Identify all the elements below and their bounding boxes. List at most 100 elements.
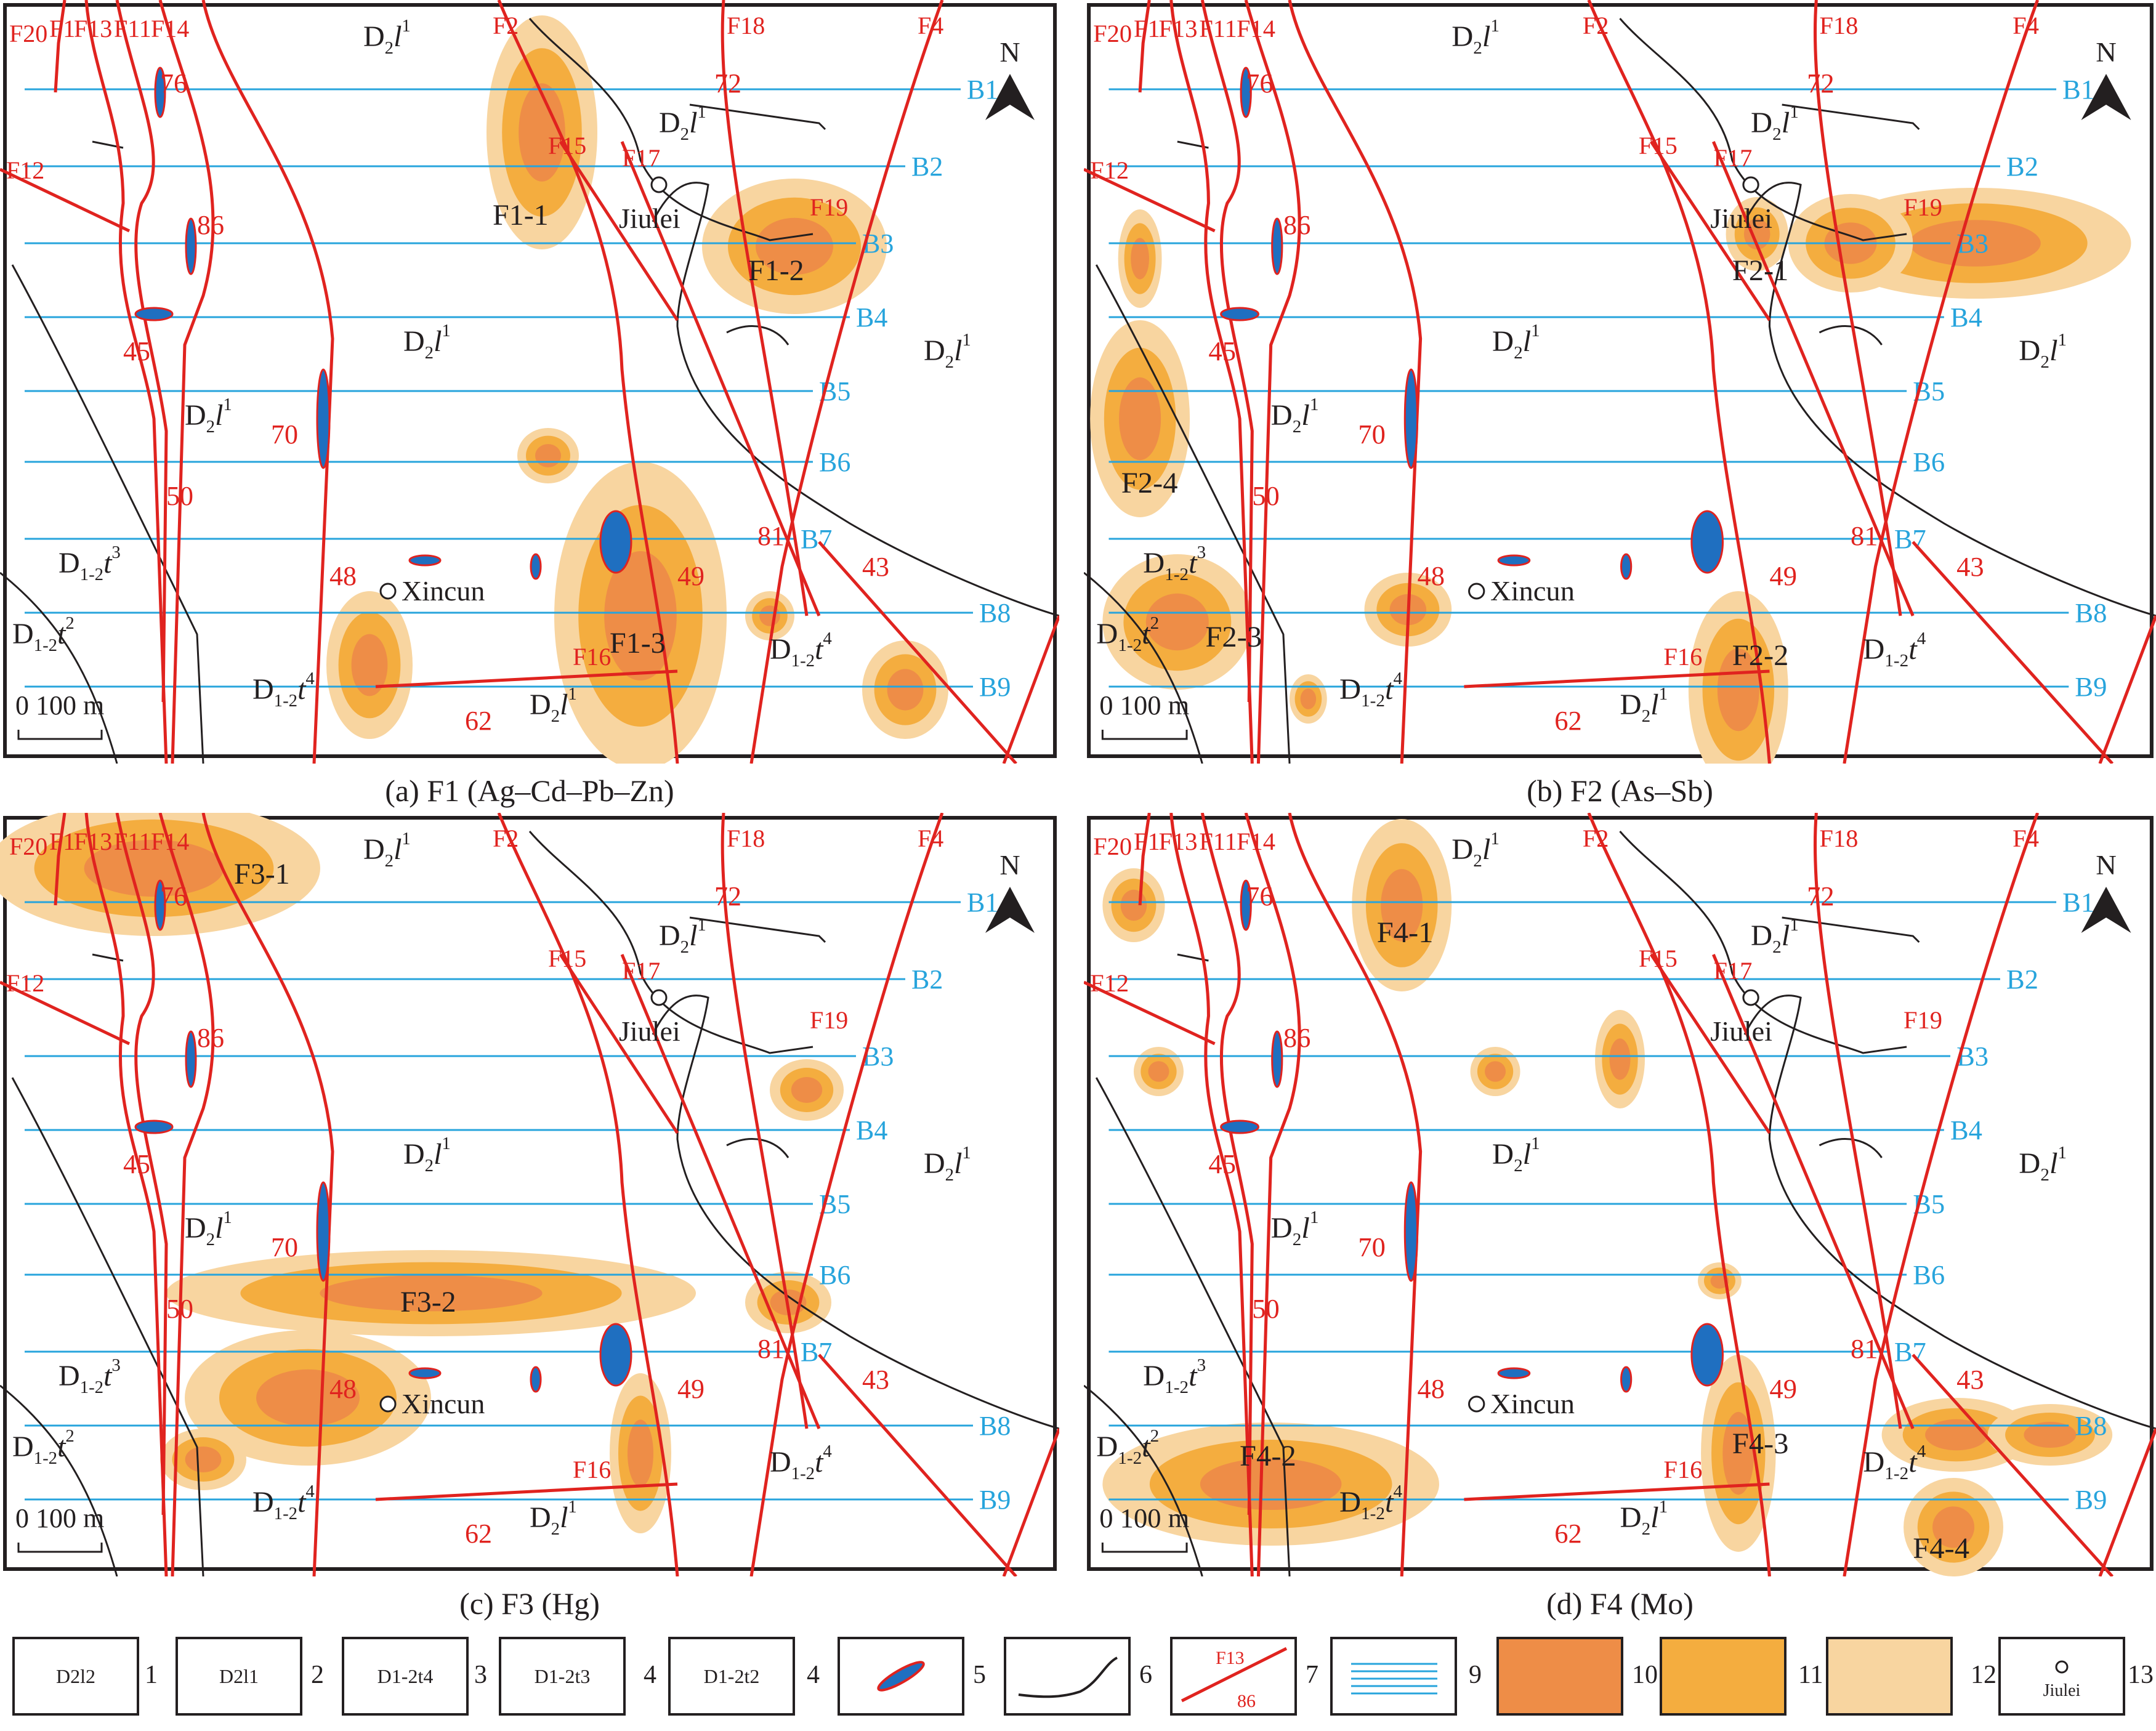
scale-bar-line	[17, 730, 103, 740]
fault-F15	[1649, 953, 1771, 1134]
svg-text:D2l1: D2l1	[659, 915, 706, 957]
boundary-icon	[1018, 1656, 1118, 1698]
unit-label-d12t2: D1-2t2	[1096, 1426, 1159, 1468]
fault-F16	[375, 669, 678, 688]
unit-label-d2l1: D2l1	[1751, 915, 1799, 957]
place-label-xincun: Xincun	[402, 1388, 485, 1419]
north-arrow-head	[2081, 887, 2131, 933]
svg-text:D2l1: D2l1	[1492, 321, 1540, 363]
orebody-icon	[1403, 1181, 1419, 1282]
anomaly-strong	[1932, 1506, 1975, 1548]
legend-number: 4	[807, 1661, 820, 1689]
svg-text:D2l1: D2l1	[2019, 1143, 2067, 1185]
orebody-icon	[185, 1030, 197, 1088]
anomaly-label: F3-2	[400, 1286, 456, 1318]
fault-F19	[1912, 541, 2114, 765]
fault-label-F4: F4	[2013, 12, 2039, 39]
scale-bar: 0 100 m	[15, 1503, 104, 1553]
dip-value: 45	[123, 1149, 150, 1179]
north-arrow-icon: N	[2081, 850, 2131, 933]
fault-F11	[158, 0, 215, 764]
dip-value: 81	[757, 1334, 785, 1364]
fault-label-F16: F16	[1663, 1456, 1702, 1483]
dip-value: 48	[1418, 561, 1445, 591]
dip-value: 43	[1956, 552, 1984, 582]
orebodies	[134, 67, 632, 580]
map-panel-a: B1 B2 B3 B4 B5 B6 B7 B8 B9 F20 F1 F13 F11 F14 F2 F18 F4 F…	[0, 0, 1061, 770]
anomaly-layer	[1102, 819, 2113, 1576]
scale-bar-label: 0 100 m	[15, 690, 104, 720]
fault-label-F19: F19	[1904, 193, 1942, 221]
fault-F18	[1813, 0, 1902, 616]
anomaly-strong	[887, 669, 924, 711]
fault-F4	[1843, 0, 2040, 764]
anomaly-strong	[604, 551, 677, 680]
svg-text:D1-2t2: D1-2t2	[12, 1426, 75, 1468]
dip-value: 45	[123, 336, 150, 366]
caption-b: (b) F2 (As–Sb)	[1527, 773, 1713, 808]
unit-label-d2l1: D2l1	[185, 1208, 232, 1249]
unit-label-d12t4: D1-2t4	[1339, 669, 1403, 711]
svg-text:D1-2t3: D1-2t3	[59, 543, 121, 584]
svg-text:D1-2t3: D1-2t3	[1143, 543, 1206, 584]
legend-number: 10	[1632, 1661, 1658, 1689]
scale-bar: 0 100 m	[1099, 1503, 1189, 1553]
fault-label-F19: F19	[810, 193, 848, 221]
orebody-icon	[530, 1366, 542, 1393]
orebody-icon	[1620, 1366, 1633, 1393]
dip-value: 45	[1208, 336, 1236, 366]
anomaly-strong	[1200, 1458, 1342, 1510]
geologic-boundary	[652, 995, 1060, 1430]
anomaly-strong	[185, 1447, 222, 1472]
unit-label-d12t2: D1-2t2	[12, 1426, 75, 1468]
orebody-icon	[1497, 1367, 1531, 1379]
dip-value: 72	[1807, 68, 1835, 99]
svg-text:D1-2t4: D1-2t4	[1339, 669, 1403, 711]
unit-label-d12t3: D1-2t3	[1143, 543, 1206, 584]
svg-text:D1-2t2: D1-2t2	[1096, 613, 1159, 655]
fault-F18	[721, 812, 809, 1429]
svg-text:D1-2t3: D1-2t3	[1143, 1355, 1206, 1397]
legend-number: 13	[2128, 1661, 2154, 1689]
dip-value: 62	[1554, 1519, 1582, 1549]
survey-line-label-B6: B6	[819, 1260, 850, 1290]
unit-label-d12t2: D1-2t2	[1096, 613, 1159, 655]
fault-label-F13: F13	[1158, 15, 1197, 42]
dip-value: 72	[1807, 881, 1835, 911]
orebody-icon	[316, 1181, 331, 1282]
unit-label-d2l1: D2l1	[2019, 1143, 2067, 1185]
unit-label-d2l1: D2l1	[2019, 330, 2067, 372]
fault-label-F13: F13	[74, 15, 112, 42]
faults	[0, 812, 1061, 1578]
unit-label-d2l1: D2l1	[530, 1497, 577, 1539]
place-marker-icon	[650, 989, 668, 1006]
orebody-icon	[1220, 1120, 1259, 1134]
fault-F18	[1813, 812, 1902, 1429]
dip-value: 43	[1956, 1365, 1984, 1395]
fault-label-F18: F18	[727, 12, 765, 39]
north-label: N	[999, 36, 1020, 68]
anomaly-label: F2-1	[1732, 254, 1789, 287]
orebody-icon	[1240, 879, 1252, 931]
fault-F20	[1138, 812, 1151, 906]
anomaly-strong	[1609, 1038, 1631, 1080]
orebody-icon	[1240, 67, 1252, 118]
fault-label-F17: F17	[622, 957, 660, 985]
dip-value: 72	[714, 881, 741, 911]
survey-line-label-B2: B2	[911, 151, 943, 182]
svg-text:D2l1: D2l1	[1271, 395, 1319, 437]
fault-label-F13: F13	[74, 828, 112, 855]
fault-F13	[1200, 0, 1254, 703]
unit-label-d2l1: D2l1	[1271, 395, 1319, 437]
survey-line-icon	[1351, 1663, 1437, 1695]
anomaly-label: F4-3	[1732, 1427, 1789, 1460]
unit-label-d2l1: D2l1	[1271, 1208, 1319, 1249]
anomaly-strong	[1119, 377, 1161, 461]
scale-bar: 0 100 m	[15, 690, 104, 740]
dip-value: 50	[166, 481, 193, 511]
fault-F20	[54, 812, 67, 906]
